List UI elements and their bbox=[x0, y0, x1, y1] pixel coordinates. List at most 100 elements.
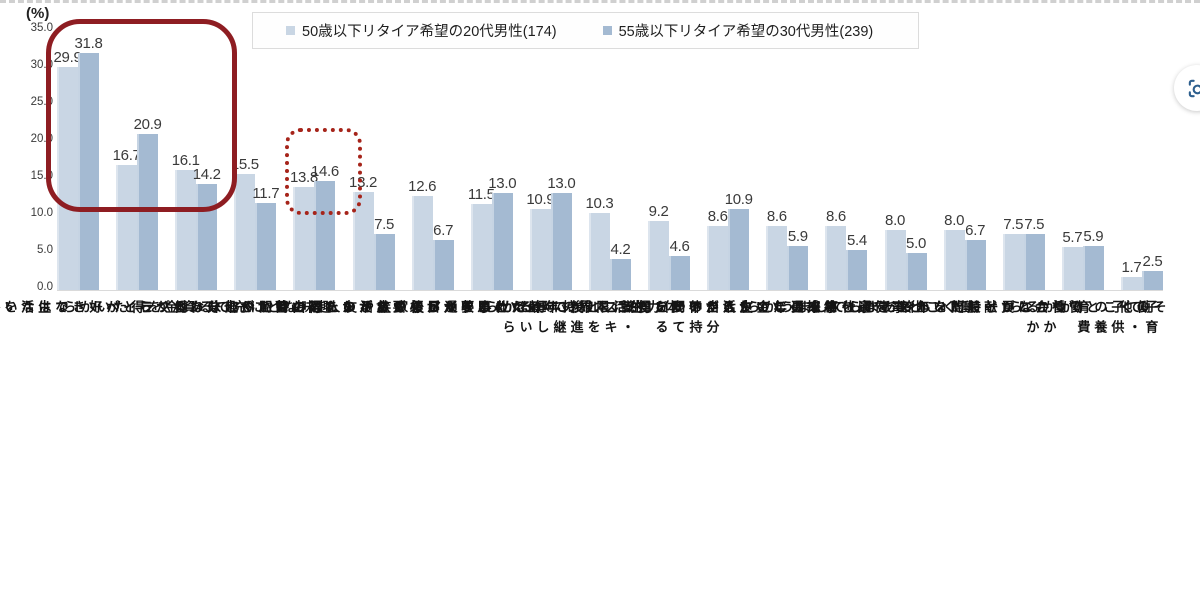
bar-30s bbox=[787, 246, 809, 290]
bar-30s bbox=[905, 253, 927, 290]
bar-20s bbox=[943, 230, 965, 290]
bar-20s bbox=[766, 226, 788, 290]
value-label: 11.7 bbox=[252, 185, 280, 202]
legend-item-30s: 55歳以下リタイア希望の30代男性(239) bbox=[602, 20, 874, 41]
value-label: 5.0 bbox=[906, 235, 926, 252]
top-divider bbox=[0, 0, 1200, 3]
bar-group: 1.7 2.5 その他 bbox=[1117, 29, 1166, 320]
bar-30s bbox=[1082, 246, 1104, 290]
category-label: 仕事を通じて友人や仲間を 得ることができるから bbox=[483, 300, 856, 320]
bar-30s bbox=[550, 193, 572, 290]
lens-icon bbox=[1188, 79, 1200, 97]
category-label: 働くことが一般的な年齢だから bbox=[846, 300, 1083, 320]
value-label: 4.6 bbox=[669, 238, 690, 255]
value-label: 13.0 bbox=[547, 175, 576, 192]
image-search-button[interactable] bbox=[1174, 65, 1200, 111]
bar-30s bbox=[314, 181, 336, 290]
bar-20s bbox=[175, 170, 197, 290]
bar-20s bbox=[529, 209, 551, 290]
y-axis-tick: 10.0 bbox=[30, 207, 53, 219]
value-label: 7.5 bbox=[374, 216, 395, 233]
bar-group: 8.6 5.9 仕事を通じて成長して いきたいから bbox=[652, 29, 922, 320]
value-label: 6.7 bbox=[965, 222, 986, 239]
value-label: 16.7 bbox=[112, 147, 141, 164]
value-label: 8.6 bbox=[766, 208, 787, 225]
bar-20s bbox=[588, 213, 610, 290]
legend: 50歳以下リタイア希望の20代男性(174) 55歳以下リタイア希望の30代男性… bbox=[252, 12, 919, 49]
bar-30s bbox=[846, 250, 868, 290]
bar-group: 8.0 6.7 働くことが一般的な年齢だから bbox=[847, 29, 1083, 320]
bar-20s bbox=[116, 165, 138, 290]
bar-group: 13.2 7.5 仕事を通してやりがいを 得たいから bbox=[239, 29, 509, 320]
bar-group: 10.9 13.0 体力的に限界の年齢だと 思うから bbox=[424, 29, 677, 320]
bar-30s bbox=[491, 193, 513, 290]
bar-20s bbox=[825, 226, 847, 290]
value-label: 2.5 bbox=[1142, 253, 1163, 270]
bar-30s bbox=[255, 203, 277, 290]
category-label: 働くことが好きでは ないから bbox=[0, 300, 188, 320]
bar-20s bbox=[1002, 234, 1024, 290]
value-label: 8.0 bbox=[885, 212, 905, 229]
value-label: 20.9 bbox=[133, 116, 162, 133]
bar-20s bbox=[411, 196, 433, 290]
legend-label-30s: 55歳以下リタイア希望の30代男性(239) bbox=[618, 24, 874, 40]
bar-20s bbox=[470, 204, 492, 290]
legend-item-20s: 50歳以下リタイア希望の20代男性(174) bbox=[286, 20, 557, 41]
value-label: 10.9 bbox=[724, 191, 753, 208]
category-label: 家族や友人との時間や 趣味などプライベートな 生活を充実させたいから bbox=[0, 300, 409, 320]
bar-20s bbox=[648, 221, 670, 290]
legend-swatch-30s bbox=[602, 26, 612, 35]
annotation-dotted-highlight-box bbox=[285, 128, 362, 215]
y-axis: 35.0 30.0 25.0 20.0 15.0 10.0 5.0 0.0 bbox=[0, 0, 55, 300]
y-axis-unit-label: (%) bbox=[26, 5, 50, 22]
bar-30s bbox=[1023, 234, 1045, 290]
value-label: 1.7 bbox=[1121, 259, 1142, 276]
value-label: 15.5 bbox=[230, 156, 259, 173]
category-label: 自分の持っている知識・ スキルを後進に継承したいから bbox=[500, 300, 720, 340]
value-label: 10.3 bbox=[585, 195, 614, 212]
category-label: その他 bbox=[1117, 300, 1167, 320]
value-label: 29.9 bbox=[53, 49, 82, 66]
category-label: 働くことで健康を維持 したいから bbox=[719, 300, 973, 320]
category-label: 将来の年金生活が不安だから bbox=[618, 300, 838, 320]
value-label: 7.5 bbox=[1024, 216, 1045, 233]
bar-30s bbox=[728, 209, 750, 290]
value-label: 8.6 bbox=[825, 208, 846, 225]
bar-group: 8.0 5.0 働かないと時間を もてあましてしまうから bbox=[745, 29, 1066, 320]
value-label: 5.9 bbox=[787, 228, 808, 245]
y-axis-tick: 35.0 bbox=[30, 22, 53, 34]
category-label: 働かないと時間を もてあましてしまうから bbox=[745, 300, 1067, 320]
value-label: 5.9 bbox=[1083, 228, 1104, 245]
bar-30s bbox=[669, 256, 691, 290]
bar-20s bbox=[234, 174, 256, 290]
plot-area: 29.931.8 働くことが好きでは ないから 16.7 20.9 家族や友人との時間や… bbox=[0, 29, 1166, 340]
value-label: 9.2 bbox=[648, 203, 669, 220]
bar-20s bbox=[1061, 247, 1083, 290]
bar-30s bbox=[432, 240, 454, 290]
value-label: 5.4 bbox=[846, 232, 867, 249]
bar-30s bbox=[609, 259, 631, 290]
value-label: 7.5 bbox=[1003, 216, 1024, 233]
y-axis-tick: 0.0 bbox=[37, 281, 53, 293]
bar-20s bbox=[707, 226, 729, 290]
bar-30s bbox=[964, 240, 986, 290]
value-label: 8.6 bbox=[707, 208, 728, 225]
category-label: 叶えたい夢や目標が あるから bbox=[323, 300, 543, 320]
category-label: 仕事を通じて成長して いきたいから bbox=[652, 300, 923, 320]
category-label: 子育て・子供の養育費が かかるから bbox=[1007, 300, 1159, 340]
legend-label-20s: 50歳以下リタイア希望の20代男性(174) bbox=[302, 24, 557, 40]
bar-group: 29.931.8 働くことが好きでは ないから bbox=[0, 29, 188, 320]
value-label: 4.2 bbox=[610, 241, 631, 258]
legend-swatch-20s bbox=[286, 26, 295, 35]
bar-group: 9.2 4.6 仕事を通じて友人や仲間を 得ることができるから bbox=[483, 29, 855, 320]
category-label: 働くことで社会に 貢献したいから bbox=[897, 300, 1151, 320]
bar-group: 11.5 13.0 生活を維持するために 収入が必要だから bbox=[340, 29, 644, 320]
category-label: 仕事を通してやりがいを 得たいから bbox=[238, 300, 509, 320]
category-label: 生活を維持するために 収入が必要だから bbox=[339, 300, 644, 320]
bar-30s bbox=[137, 134, 159, 290]
bar-group: 5.7 5.9 子育て・子供の養育費が かかるから bbox=[1007, 29, 1158, 340]
bar-30s bbox=[1141, 271, 1163, 290]
value-label: 6.7 bbox=[433, 222, 454, 239]
bar-group: 8.6 5.4 働くことで健康を維持 したいから bbox=[720, 29, 973, 320]
category-label: 趣味などに充てる資金を 得たいから bbox=[61, 300, 332, 320]
